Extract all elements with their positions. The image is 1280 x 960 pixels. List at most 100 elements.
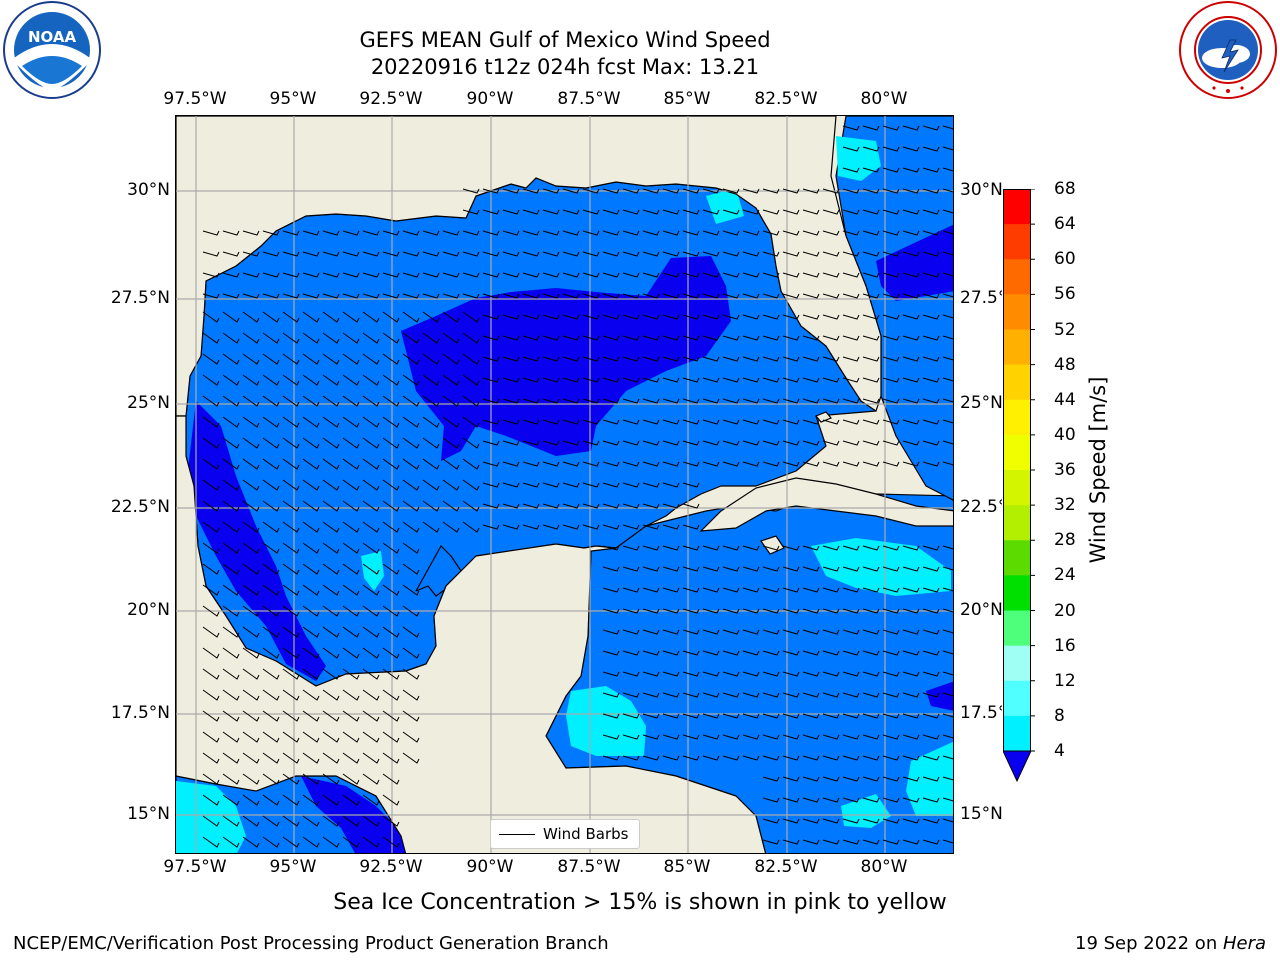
colorbar: [1002, 188, 1035, 784]
wind-barb: [682, 272, 700, 278]
wind-barb: [922, 545, 940, 551]
lon-label-top-6: 85°W: [663, 89, 711, 109]
wind-barb: [942, 398, 953, 403]
wind-barb: [802, 734, 820, 740]
wind-barb: [922, 755, 940, 761]
wind-barb: [902, 419, 920, 425]
wind-barb: [822, 566, 840, 572]
colorbar-level-label: 24: [1054, 565, 1076, 586]
wind-barb: [362, 458, 380, 470]
wind-barb: [622, 503, 640, 509]
wind-barb: [282, 836, 300, 848]
wind-barb: [282, 668, 300, 680]
wind-barb: [802, 314, 820, 320]
wind-barb: [942, 776, 953, 781]
wind-barb: [862, 608, 880, 614]
wind-barb: [302, 251, 320, 257]
wind-barb: [262, 353, 280, 365]
wind-barb: [322, 773, 340, 785]
wind-barb: [622, 692, 640, 698]
wind-barb: [462, 209, 480, 215]
caption: Sea Ice Concentration > 15% is shown in …: [333, 890, 947, 915]
wind-barb: [402, 584, 420, 596]
wind-barb: [882, 713, 900, 719]
wind-barb: [682, 251, 700, 257]
wind-barb: [842, 839, 860, 845]
wind-barb: [282, 437, 300, 449]
wind-barb: [382, 542, 400, 554]
wind-barb: [922, 419, 940, 425]
lon-label-bottom-6: 85°W: [663, 857, 711, 877]
lat-label-right-2: 27.5°N: [960, 288, 1002, 308]
wind-barb: [222, 521, 240, 533]
wind-barb: [202, 647, 220, 659]
wind-barb: [782, 713, 800, 719]
wind-barb: [402, 521, 420, 533]
wind-barb: [862, 629, 880, 635]
wind-barb: [402, 311, 420, 323]
wind-barb: [882, 419, 900, 425]
wind-barb: [662, 293, 680, 299]
wind-barb: [582, 293, 600, 299]
wind-barb: [902, 818, 920, 824]
wind-barb: [202, 374, 220, 386]
wind-barb: [322, 689, 340, 701]
wind-barb: [822, 692, 840, 698]
wind-barb: [402, 752, 420, 764]
wind-barb: [642, 398, 660, 404]
wind-barb: [562, 293, 580, 299]
wind-barb: [602, 524, 620, 530]
wind-barb: [682, 419, 700, 425]
wind-barb: [382, 563, 400, 575]
wind-barb: [882, 755, 900, 761]
wind-barb: [922, 167, 940, 173]
wind-barb: [782, 314, 800, 320]
wind-barb: [782, 587, 800, 593]
wind-barb: [822, 545, 840, 551]
wind-barb: [942, 419, 953, 424]
wind-barb: [522, 482, 540, 488]
wind-barb: [262, 521, 280, 533]
wind-barb: [802, 356, 820, 362]
lat-label-right-1: 30°N: [960, 180, 1002, 200]
wind-barb: [502, 419, 520, 425]
wind-barb: [502, 272, 520, 278]
wind-barb: [862, 797, 880, 803]
wind-barb: [322, 794, 340, 806]
nws-logo: [1178, 0, 1278, 100]
wind-barb: [762, 692, 780, 698]
wind-barb: [282, 710, 300, 722]
wind-barb: [522, 293, 540, 299]
wind-barb: [662, 440, 680, 446]
wind-barb: [542, 293, 560, 299]
wind-barb: [622, 671, 640, 677]
wind-barb: [202, 500, 220, 512]
wind-barb: [842, 377, 860, 383]
wind-barb: [382, 815, 400, 827]
wind-barb: [202, 311, 220, 323]
wind-barb: [762, 377, 780, 383]
wind-barb: [722, 545, 740, 551]
wind-barb: [822, 671, 840, 677]
wind-barb: [542, 377, 560, 383]
wind-barb: [302, 605, 320, 617]
wind-barb: [422, 251, 440, 257]
wind-barb: [902, 776, 920, 782]
wind-barb: [862, 461, 880, 467]
wind-barb: [722, 356, 740, 362]
wind-barb: [382, 458, 400, 470]
colorbar-band: [1003, 364, 1031, 401]
footer-right: 19 Sep 2022 on Hera: [1075, 933, 1266, 954]
wind-barb: [542, 335, 560, 341]
wind-barb: [522, 419, 540, 425]
wind-barb: [822, 356, 840, 362]
wind-barb: [782, 545, 800, 551]
wind-barb: [662, 461, 680, 467]
wind-barb: [442, 353, 460, 365]
wind-barb: [702, 209, 720, 215]
wind-barb: [202, 773, 220, 785]
wind-barb: [762, 209, 780, 215]
wind-barb: [822, 419, 840, 425]
wind-barb: [222, 605, 240, 617]
wind-barb: [722, 188, 740, 194]
